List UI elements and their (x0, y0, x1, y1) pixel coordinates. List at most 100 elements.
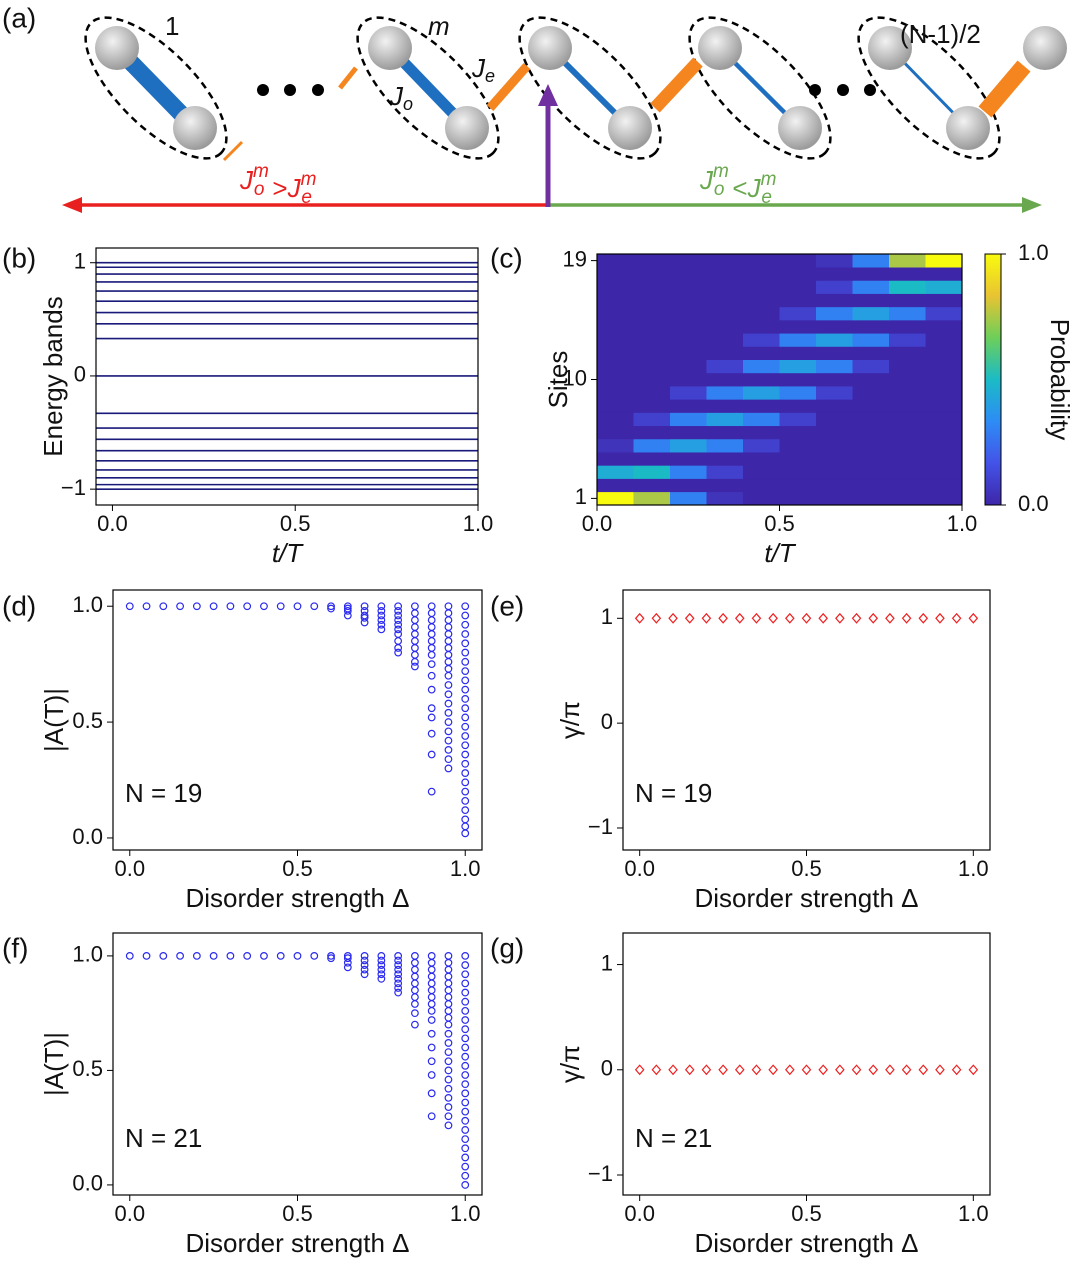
heatmap-cell (706, 333, 744, 347)
heatmap-cell (925, 478, 963, 493)
panel-label: (e) (490, 590, 524, 621)
heatmap-cell (816, 425, 853, 440)
heatmap-cell (633, 438, 671, 453)
point (427, 623, 436, 631)
point (801, 1064, 812, 1076)
panel: (f) N = 21 0.0 0.5 1.0 0.0 0.5 1.0 Disorder stre… (2, 932, 483, 1258)
point (310, 952, 319, 960)
point (851, 612, 862, 624)
point (668, 1064, 678, 1076)
point (935, 1064, 945, 1076)
heatmap-cell (597, 491, 634, 506)
point (394, 611, 403, 620)
heatmap-cell (706, 399, 744, 413)
point (868, 1064, 879, 1076)
heatmap-cell (852, 491, 890, 506)
point (394, 616, 403, 625)
point (444, 623, 453, 631)
point (327, 954, 335, 963)
heatmap-cell (925, 280, 963, 294)
panel: (g) N = 21 0.0 0.5 1.0 −1 0 1 Disorder strength … (490, 932, 991, 1258)
coupling: J (471, 53, 486, 83)
point (411, 602, 419, 611)
y-tick-label: 1.0 (72, 592, 103, 617)
heatmap-cell (633, 280, 671, 294)
point (444, 1057, 453, 1066)
point (427, 685, 436, 694)
heatmap-cell (852, 412, 890, 427)
point (343, 954, 352, 963)
panel-label: (f) (2, 932, 28, 963)
point (427, 1089, 436, 1098)
point (411, 657, 419, 666)
arrow-head (1022, 197, 1042, 213)
point (461, 630, 470, 638)
point (461, 741, 470, 750)
point (818, 1064, 828, 1076)
heatmap-cell (633, 267, 671, 281)
point (411, 972, 419, 981)
heatmap-cell (925, 425, 963, 440)
point (651, 612, 662, 624)
point (394, 606, 403, 615)
heatmap-cell (816, 280, 853, 294)
heatmap-cell (633, 478, 671, 493)
heatmap-cell (597, 478, 634, 493)
point (394, 979, 403, 988)
point (444, 986, 453, 995)
heatmap-cell (670, 386, 707, 400)
heatmap-cell (925, 412, 963, 427)
heatmap-cell (779, 452, 817, 466)
point (427, 616, 436, 625)
point (701, 612, 712, 624)
point (327, 952, 335, 960)
point (427, 993, 436, 1002)
point (461, 961, 470, 969)
plot-frame (95, 247, 479, 506)
heatmap-cell (852, 293, 890, 308)
point (394, 988, 403, 997)
point (343, 606, 352, 615)
point (427, 650, 436, 659)
heatmap-cell (889, 333, 926, 347)
heatmap-cell (816, 359, 853, 374)
point (377, 970, 386, 979)
x-axis-label: Disorder strength Δ (694, 883, 918, 913)
point (192, 952, 201, 960)
panel-label: (g) (490, 932, 524, 963)
heatmap-cell (670, 399, 707, 413)
point (684, 612, 695, 624)
point (444, 681, 453, 689)
point (360, 965, 369, 974)
point (461, 1171, 470, 1180)
point (327, 602, 335, 611)
x-axis-label: Disorder strength Δ (185, 883, 409, 913)
point (461, 1071, 470, 1079)
heatmap-cell (706, 372, 744, 387)
coupling-sup: m (761, 169, 777, 190)
coupling: J (287, 173, 302, 203)
x-tick-label: 1.0 (958, 856, 989, 881)
heatmap-cell (670, 438, 707, 453)
arrow-head (62, 197, 82, 213)
annotation: N = 19 (635, 778, 712, 808)
heatmap-cell (779, 372, 817, 387)
point (835, 1064, 845, 1076)
heatmap-cell (670, 320, 707, 334)
point (394, 630, 403, 638)
heatmap-cell (706, 412, 744, 427)
point (427, 637, 436, 645)
point (293, 602, 302, 611)
heatmap-cell (889, 320, 926, 334)
point (377, 965, 386, 974)
coupling-sup: m (301, 169, 317, 190)
point (427, 958, 436, 967)
colorbar-label: Probability (1045, 319, 1075, 440)
heatmap-cell (597, 306, 634, 321)
point (461, 759, 470, 768)
point (444, 1084, 453, 1093)
heatmap-cell (779, 306, 817, 321)
colorbar-tick-label: 0.0 (1018, 491, 1049, 516)
point (243, 602, 252, 611)
coupling: J (239, 165, 254, 195)
